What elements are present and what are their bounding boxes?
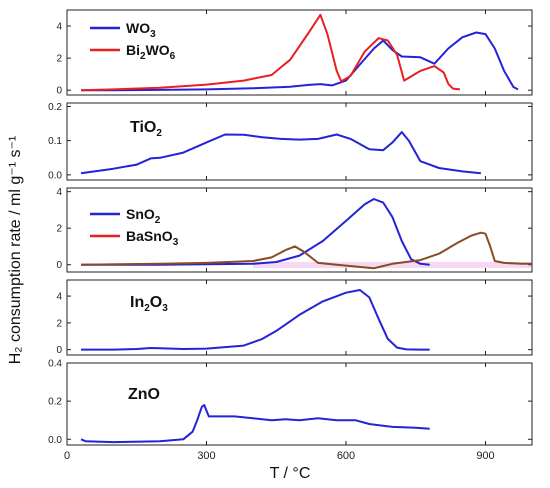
x-tick-label: 600: [337, 450, 355, 462]
legend-label: Bi2WO6: [126, 42, 176, 62]
panel-label-tio2: TiO2: [130, 119, 162, 139]
y-tick-label: 0.2: [48, 102, 62, 113]
legend-label: WO3: [126, 20, 156, 40]
y-tick-label: 0.0: [48, 435, 62, 446]
panel-zno: 0.0 0.2 0.4 ZnO: [48, 359, 533, 446]
legend-label: SnO2: [126, 206, 161, 226]
y-tick-label: 0.0: [48, 170, 62, 181]
y-tick-label: 2: [56, 54, 62, 65]
y-tick-label: 0: [56, 86, 62, 97]
panel-in2o3: 0 2 4 In2O3: [56, 279, 533, 356]
y-tick-label: 0.2: [48, 397, 62, 408]
panel-frame: [66, 279, 533, 356]
panel-frame: [66, 102, 533, 181]
y-tick-label: 4: [56, 22, 62, 33]
y-tick-label: 0: [56, 345, 62, 356]
y-tick-label: 4: [56, 292, 62, 303]
panel-label-zno: ZnO: [128, 386, 160, 403]
x-axis-title: T / °C: [270, 465, 311, 482]
series-line-wo3-bi2wo6-1: [80, 13, 461, 92]
series-line-in2o3-0: [81, 289, 430, 351]
y-tick-label: 0.1: [48, 136, 62, 147]
panel-label-in2o3: In2O3: [130, 294, 168, 314]
baseline-band: [253, 261, 532, 268]
y-tick-label: 2: [56, 224, 62, 235]
x-tick-label: 900: [476, 450, 494, 462]
panel-tio2: 0.0 0.1 0.2 TiO2: [48, 102, 533, 181]
series-line-tio2-0: [80, 131, 481, 175]
y-tick-label: 4: [56, 187, 62, 198]
x-axis: 0 300 600 900: [64, 450, 495, 462]
series-line-sno2-basno3-1: [80, 231, 532, 270]
y-axis-title: H₂ consumption rate / ml g⁻¹ s⁻¹: [7, 136, 24, 365]
x-tick-label: 0: [64, 450, 70, 462]
y-tick-label: 2: [56, 318, 62, 329]
panel-frame: [66, 362, 533, 446]
x-tick-label: 300: [197, 450, 215, 462]
series-line-wo3-bi2wo6-0: [81, 31, 519, 92]
panel-frame: [66, 9, 533, 96]
series-line-zno-0: [80, 404, 430, 444]
series-line-sno2-basno3-0: [81, 198, 430, 266]
panel-frame: [66, 187, 533, 273]
legend-label: BaSnO3: [126, 228, 179, 248]
y-tick-label: 0.4: [48, 359, 62, 370]
y-tick-label: 0: [56, 260, 62, 271]
